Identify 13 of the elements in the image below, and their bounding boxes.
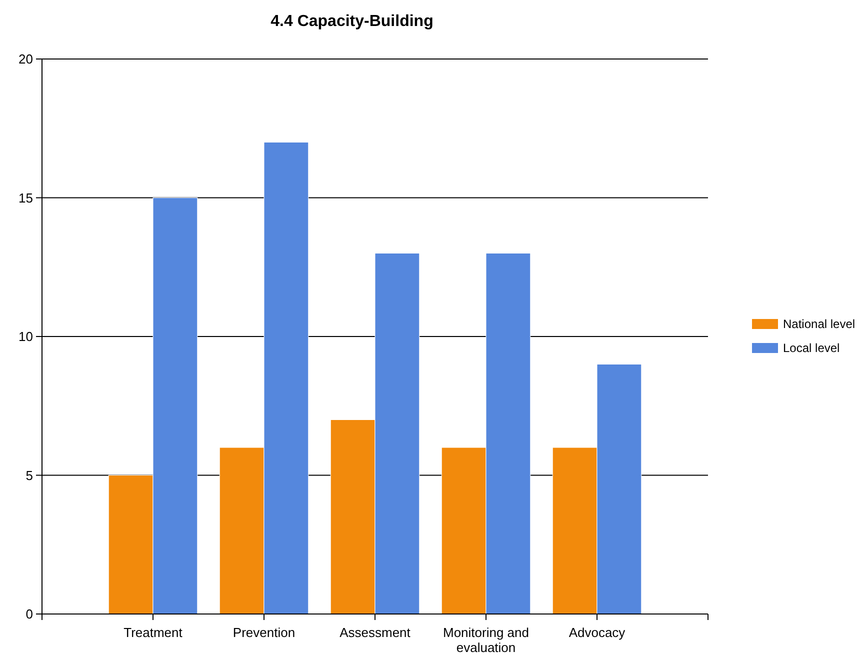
y-tick-label: 10 (18, 329, 33, 344)
y-tick-label: 20 (18, 52, 33, 67)
legend-label: Local level (783, 341, 840, 356)
y-tick-label: 15 (18, 190, 33, 206)
x-tick-label: Advocacy (568, 625, 626, 640)
y-tick-label: 5 (26, 468, 33, 483)
chart-title: 4.4 Capacity-Building (270, 13, 434, 30)
x-tick-label: Prevention (232, 625, 296, 640)
x-tick-label: Monitoring and evaluation (443, 625, 529, 655)
y-tick-label: 0 (26, 606, 33, 622)
x-tick-label: Treatment (124, 625, 183, 640)
x-tick-label: Assessment (340, 625, 411, 640)
legend-label: National level (783, 317, 856, 332)
